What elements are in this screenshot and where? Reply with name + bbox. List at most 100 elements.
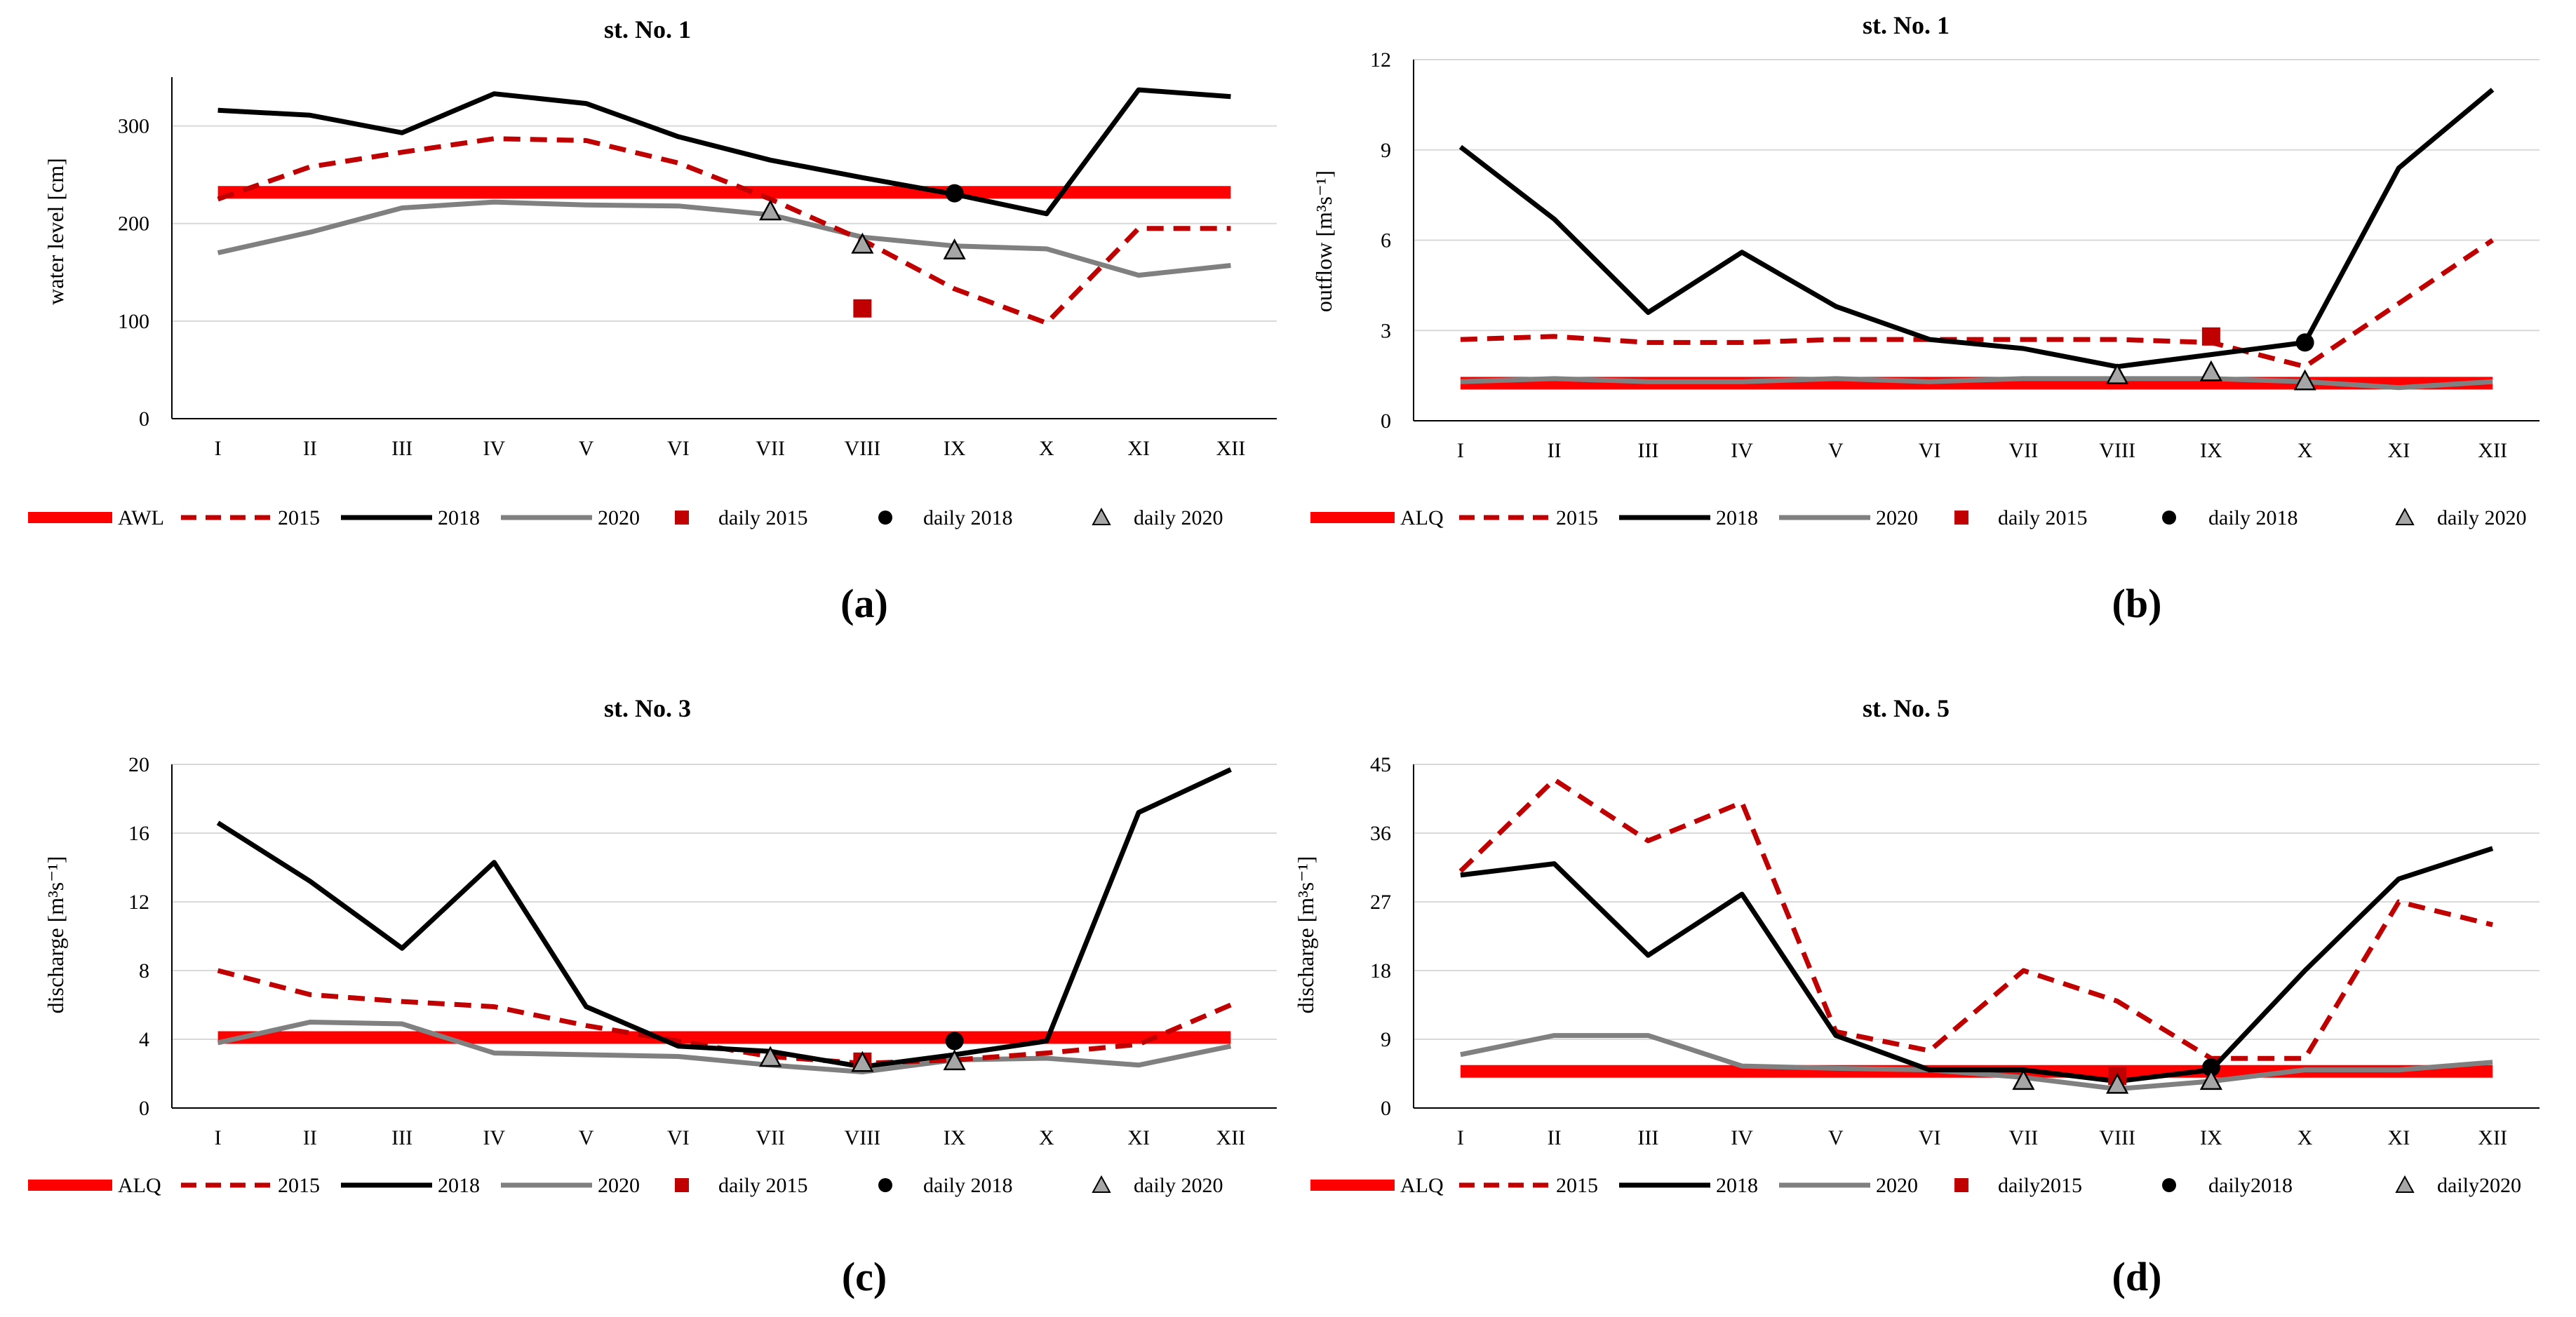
legend-daily2020-marker-b (2395, 507, 2415, 525)
series-2018-line (216, 767, 1232, 1069)
legend-daily2018-marker-d (2162, 1178, 2176, 1192)
x-tick-label: XII (2478, 439, 2507, 462)
x-tick-label: IV (483, 437, 506, 460)
legend-daily2015-label-c: daily 2015 (718, 1174, 808, 1197)
series-2020-line (1460, 376, 2493, 391)
y-axis-label-a: water level [cm] (43, 158, 68, 305)
legend-2015-label-b: 2015 (1556, 506, 1598, 529)
legend-daily2018-marker-b (2162, 511, 2176, 525)
x-tick-label: III (391, 437, 412, 460)
legend-reference-label-a: AWL (118, 506, 164, 529)
x-tick-label: IX (944, 1126, 966, 1149)
y-tick-label: 12 (1370, 48, 1391, 72)
daily-2020-marker (943, 238, 966, 259)
legend-c: ALQ 2015 2018 2020 daily 2015 daily 2018… (28, 1174, 1223, 1197)
daily-2018-marker (945, 1032, 964, 1051)
series-2020-line (1460, 1033, 2493, 1092)
y-tick-label: 18 (1370, 959, 1391, 982)
x-tick-label: V (1828, 1126, 1844, 1149)
legend-reference-label-c: ALQ (118, 1174, 161, 1197)
x-tick-label: IX (2200, 439, 2222, 462)
x-tick-label: I (215, 1126, 222, 1149)
legend-daily2015-marker-a (675, 511, 689, 525)
x-tick-label: I (1457, 1126, 1464, 1149)
legend-2020-label-a: 2020 (598, 506, 640, 529)
legend-daily2018-label-c: daily 2018 (923, 1174, 1013, 1197)
x-tick-label: XII (1216, 437, 1246, 460)
y-tick-label: 0 (1381, 410, 1391, 433)
legend-d: ALQ 2015 2018 2020 daily2015 daily2018 d… (1310, 1174, 2521, 1197)
legend-daily2020-label-c: daily 2020 (1134, 1174, 1223, 1197)
series-2015-line (1458, 777, 2493, 1061)
y-tick-label: 0 (139, 1097, 149, 1120)
daily-2020-marker (2012, 1069, 2035, 1090)
x-tick-label: V (579, 1126, 594, 1149)
x-tick-label: XI (2388, 439, 2410, 462)
legend-daily2020-marker-c (1092, 1175, 1111, 1193)
x-tick-label: III (1637, 1126, 1658, 1149)
chart-title-a: st. No. 1 (604, 15, 691, 43)
x-tick-label: I (215, 437, 222, 460)
y-tick-label: 9 (1381, 1028, 1391, 1051)
legend-2018-label-c: 2018 (438, 1174, 480, 1197)
legend-reference-label-b: ALQ (1400, 506, 1444, 529)
series-2018-line (217, 87, 1231, 217)
daily-2018-marker (2201, 1058, 2220, 1077)
daily-2020-marker (851, 1051, 874, 1072)
y-tick-label: 45 (1370, 753, 1391, 776)
x-tick-label: V (579, 437, 594, 460)
legend-daily2020-label-d: daily2020 (2437, 1174, 2521, 1197)
daily-2020-marker (851, 232, 874, 254)
daily-2020-marker (2199, 360, 2222, 381)
x-tick-label: II (303, 437, 317, 460)
x-tick-label: X (1039, 437, 1054, 460)
daily-2020-marker (2293, 369, 2316, 391)
x-tick-label: VII (2009, 439, 2039, 462)
y-tick-label: 8 (139, 959, 149, 982)
x-tick-label: IV (1731, 439, 1753, 462)
daily-2020-marker (759, 1046, 782, 1067)
daily-2020-marker (2106, 363, 2129, 384)
y-tick-label: 9 (1381, 139, 1391, 162)
x-tick-label: XII (1216, 1126, 1246, 1149)
daily-2018-marker (945, 184, 964, 203)
daily-2020-marker (759, 199, 782, 221)
legend-daily2020-label-a: daily 2020 (1134, 506, 1223, 529)
x-tick-label: VI (1919, 439, 1941, 462)
legend-reference-label-d: ALQ (1400, 1174, 1444, 1197)
x-tick-label: III (391, 1126, 412, 1149)
x-tick-label: IX (944, 437, 966, 460)
series-2018-line (1458, 88, 2495, 370)
x-tick-label: VIII (2099, 439, 2135, 462)
x-tick-label: VI (1919, 1126, 1941, 1149)
x-tick-label: IV (483, 1126, 506, 1149)
legend-daily2015-label-b: daily 2015 (1998, 506, 2088, 529)
y-tick-label: 300 (118, 115, 149, 138)
x-tick-label: III (1637, 439, 1658, 462)
x-tick-label: I (1457, 439, 1464, 462)
x-tick-label: X (2297, 439, 2313, 462)
y-tick-label: 27 (1370, 891, 1391, 914)
legend-2015-label-a: 2015 (278, 506, 320, 529)
legend-daily2018-marker-a (878, 511, 892, 525)
series-2015-line (217, 136, 1231, 326)
legend-2015-label-c: 2015 (278, 1174, 320, 1197)
x-tick-label: XI (1127, 437, 1150, 460)
legend-b: ALQ 2015 2018 2020 daily 2015 daily 2018… (1310, 506, 2527, 529)
legend-daily2020-marker-a (1092, 507, 1111, 525)
y-axis-label-b: outflow [m³s⁻¹] (1311, 170, 1336, 312)
x-tick-label: VII (756, 1126, 785, 1149)
x-tick-label: II (1548, 439, 1562, 462)
legend-2020-label-d: 2020 (1876, 1174, 1918, 1197)
legend-daily2015-label-a: daily 2015 (718, 506, 808, 529)
y-tick-label: 200 (118, 212, 149, 236)
legend-2015-label-d: 2015 (1556, 1174, 1598, 1197)
legend-daily2015-label-d: daily2015 (1998, 1174, 2082, 1197)
x-tick-label: VIII (845, 1126, 881, 1149)
chart-title-b: st. No. 1 (1863, 11, 1950, 39)
